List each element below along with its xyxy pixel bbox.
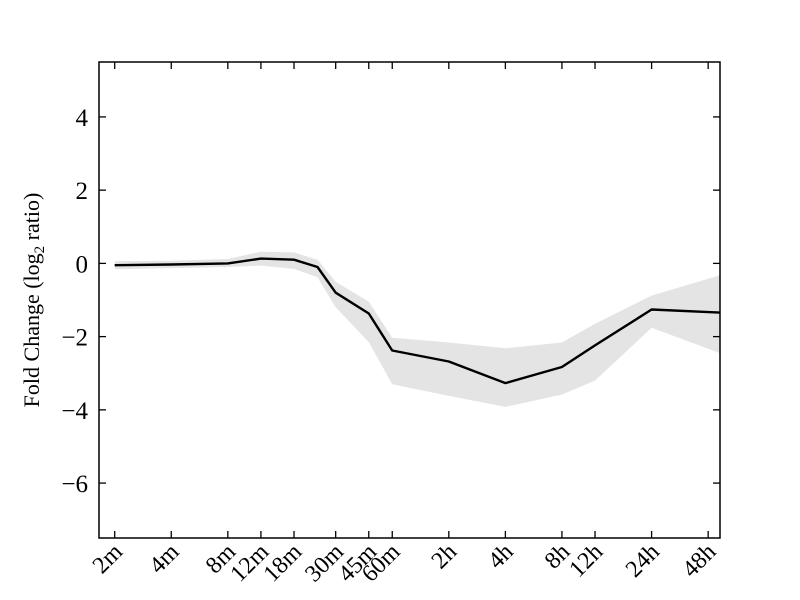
x-tick-label-4m: 4m: [144, 539, 184, 579]
y-tick-label--2: −2: [61, 325, 88, 352]
x-tick-label-24h: 24h: [621, 539, 665, 583]
x-tick-label-18m: 18m: [259, 539, 308, 588]
confidence-band: [114, 251, 720, 407]
y-axis-label: Fold Change (log2 ratio): [19, 193, 49, 408]
y-tick-label--4: −4: [61, 398, 88, 425]
x-tick-label-4h: 4h: [483, 539, 518, 574]
y-axis-label-text: Fold Change (log: [18, 253, 44, 408]
y-tick-label-0: 0: [76, 251, 89, 278]
series-line: [114, 257, 721, 385]
y-tick-label--6: −6: [61, 471, 88, 498]
y-tick-label-4: 4: [76, 105, 89, 132]
y-axis-label-text-2: ratio): [18, 192, 44, 246]
y-axis-label-subscript: 2: [32, 245, 49, 254]
y-tick-label-2: 2: [76, 178, 89, 205]
x-tick-label-48h: 48h: [678, 539, 722, 583]
axes-box: [98, 61, 721, 539]
x-tick-label-2h: 2h: [427, 539, 462, 574]
x-tick-label-2m: 2m: [88, 539, 128, 579]
x-tick-label-12h: 12h: [564, 539, 608, 583]
